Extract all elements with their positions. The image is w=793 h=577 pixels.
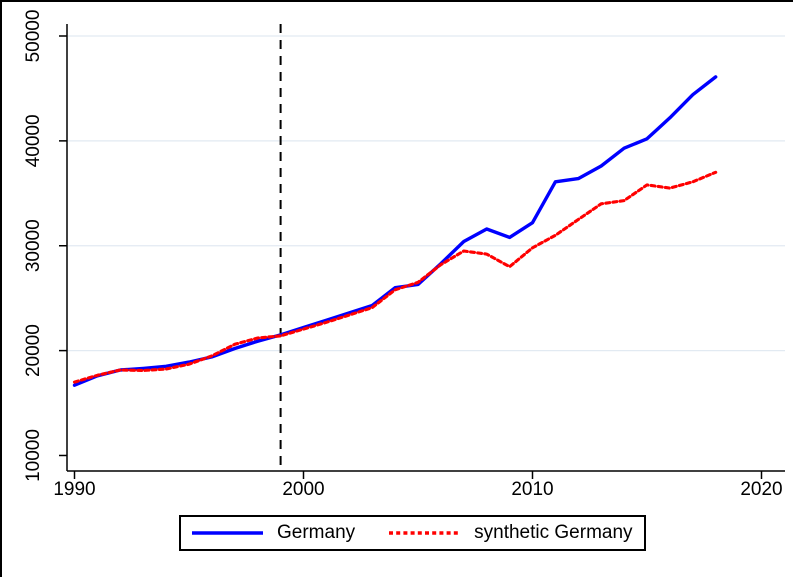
x-tick-label-1990: 1990 xyxy=(53,479,95,500)
y-tick-label-10000: 10000 xyxy=(23,429,44,482)
gridlines-layer xyxy=(68,35,785,352)
y-tick-label-30000: 30000 xyxy=(23,219,44,272)
y-tick-label-40000: 40000 xyxy=(23,114,44,167)
series-line-germany xyxy=(72,75,718,387)
legend-label-germany: Germany xyxy=(277,522,356,543)
x-tick-label-2010: 2010 xyxy=(511,479,553,500)
x-tick-label-2020: 2020 xyxy=(740,479,782,500)
axes-layer xyxy=(59,24,785,479)
y-tick-label-20000: 20000 xyxy=(23,324,44,377)
series-line-synthetic-germany xyxy=(72,170,718,384)
legend: Germany synthetic Germany xyxy=(179,515,646,551)
legend-label-synthetic-germany: synthetic Germany xyxy=(474,522,633,543)
synthetic-germany-line-sample xyxy=(389,531,461,535)
tick-labels-layer: 10000 20000 30000 40000 50000 1990 2000 2010 202… xyxy=(23,10,783,500)
germany-line-sample xyxy=(192,531,263,535)
x-tick-label-2000: 2000 xyxy=(282,479,324,500)
data-series-layer xyxy=(72,75,718,387)
y-tick-label-50000: 50000 xyxy=(23,10,44,63)
